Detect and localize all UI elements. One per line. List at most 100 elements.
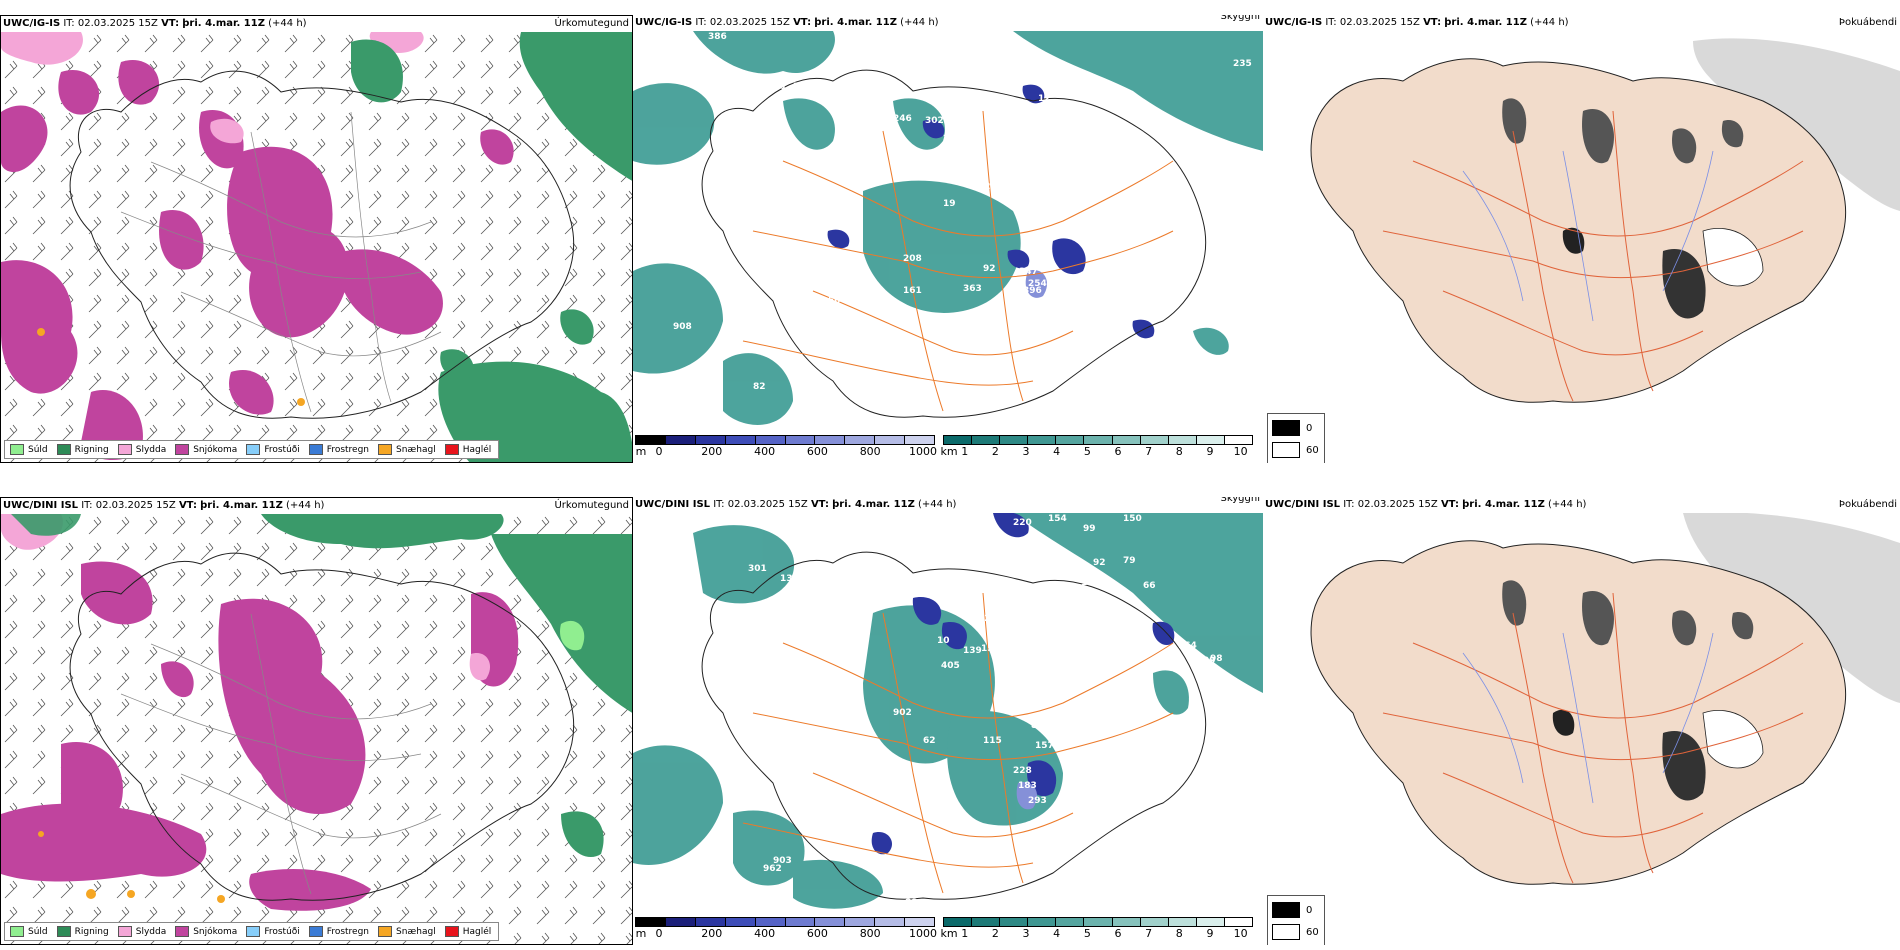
visibility-value-label: 30 — [1018, 676, 1031, 686]
colorbar-segment — [845, 918, 876, 926]
legend-swatch — [10, 444, 24, 455]
fog-panel-row1: UWC/IG-IS IT: 02.03.2025 15Z VT: þri. 4.… — [1263, 15, 1900, 463]
fog-legend-value: 60 — [1306, 926, 1319, 938]
model-name: UWC/IG-IS — [1265, 17, 1323, 28]
colorbar-tick-label: 400 — [754, 445, 776, 458]
vt-value: þri. 4.mar. 11Z — [1462, 499, 1545, 510]
legend-item-freezing-drizzle: Frostúði — [246, 926, 300, 937]
legend-label: Snæhagl — [396, 926, 436, 937]
legend-label: Snjókoma — [193, 444, 238, 455]
visibility-value-label: 405 — [941, 661, 960, 671]
cloud-base-colorbar: m 0 200 400 600 800 1000 — [635, 435, 937, 459]
visibility-colorbar: km 1 2 3 4 5 6 7 8 9 10 — [940, 917, 1253, 941]
fog-index-legend: 0 60 — [1267, 895, 1325, 945]
precip-type-panel-row2: UWC/DINI ISL IT: 02.03.2025 15Z VT: þri.… — [0, 497, 633, 945]
colorbar-segment — [755, 918, 786, 926]
legend-swatch — [378, 444, 393, 455]
visibility-value-label: 90 — [1093, 86, 1106, 96]
legend-swatch — [308, 444, 323, 455]
visibility-value-label: 74 — [1047, 651, 1060, 661]
legend-item-snow: Snjókoma — [175, 926, 237, 937]
it-label: IT: — [81, 500, 93, 511]
colorbar-segment — [1224, 918, 1253, 926]
visibility-panel-row1: UWC/IG-IS IT: 02.03.2025 15Z VT: þri. 4.… — [633, 15, 1263, 463]
it-value: 02.03.2025 15Z — [1357, 499, 1438, 510]
it-label: IT: — [63, 18, 75, 29]
lead-time: (+44 h) — [1548, 499, 1587, 510]
colorbar-tick-label: 9 — [1206, 445, 1214, 458]
colorbar-tick-label: 2 — [991, 927, 999, 940]
fog-panel-row2: UWC/DINI ISL IT: 02.03.2025 15Z VT: þri.… — [1263, 497, 1900, 945]
legend-swatch — [117, 926, 132, 937]
it-label: IT: — [695, 17, 707, 28]
legend-label: Haglél — [462, 444, 492, 455]
fog-legend-row: 60 — [1268, 439, 1324, 461]
colorbar-segment — [1224, 436, 1253, 444]
visibility-value-label: 99 — [1083, 524, 1096, 534]
cloud-base-strip — [635, 917, 935, 927]
colorbar-tick-label: 3 — [1022, 927, 1030, 940]
visibility-value-label: 209 — [1188, 656, 1207, 666]
lead-time: (+44 h) — [918, 499, 957, 510]
visibility-value-label: 347 — [1019, 267, 1038, 277]
visibility-value-label: 79 — [1123, 556, 1136, 566]
colorbar-segment — [1196, 436, 1225, 444]
visibility-value-label: 363 — [963, 284, 982, 294]
colorbar-tick-label: 200 — [701, 445, 723, 458]
colorbar-tick-label: 200 — [701, 927, 723, 940]
visibility-value-label: 115 — [983, 736, 1002, 746]
visibility-value-label: 19 — [943, 199, 956, 209]
legend-swatch — [10, 926, 24, 937]
visibility-value-label: 92 — [1093, 558, 1106, 568]
legend-label: Súld — [28, 926, 48, 937]
lead-time: (+44 h) — [268, 18, 307, 29]
visibility-value-label: 42 — [1065, 354, 1078, 364]
colorbar-unit: km — [940, 927, 958, 940]
colorbar-unit: km — [940, 445, 958, 458]
visibility-value-label: 228 — [1013, 766, 1032, 776]
colorbar-segment — [1168, 436, 1197, 444]
visibility-value-label: 27 — [1021, 634, 1034, 644]
legend-item-sudd: Súld — [10, 444, 48, 455]
visibility-value-label: 336 — [1003, 614, 1022, 624]
visibility-value-label: 99 — [703, 718, 716, 728]
colorbar-segment — [972, 436, 1001, 444]
colorbar-segment — [725, 436, 756, 444]
legend-label: Snjókoma — [193, 926, 238, 937]
colorbar-tick-label: 600 — [806, 927, 828, 940]
colorbar-segment — [1084, 918, 1113, 926]
lead-time: (+44 h) — [1530, 17, 1569, 28]
vt-label: VT: — [178, 500, 197, 511]
visibility-ticks: km 1 2 3 4 5 6 7 8 9 10 — [940, 927, 1253, 941]
visibility-value-label: 366 — [1111, 654, 1130, 664]
colorbar-segment — [665, 918, 696, 926]
legend-item-freezing-rain: Frostregn — [308, 444, 370, 455]
legend-swatch — [444, 926, 459, 937]
visibility-value-label: 322 — [793, 82, 812, 92]
visibility-value-label: 150 — [1123, 514, 1142, 524]
colorbar-segment — [636, 918, 666, 926]
legend-swatch — [444, 444, 459, 455]
it-value: 02.03.2025 15Z — [709, 17, 790, 28]
panel-title: Skyggni — [1220, 497, 1260, 504]
legend-item-snow-pellets: Snæhagl — [378, 444, 436, 455]
visibility-value-label: 12 — [1038, 94, 1051, 104]
legend-swatch — [308, 926, 323, 937]
visibility-value-label: 949 — [753, 429, 772, 431]
visibility-strip — [943, 435, 1253, 445]
precip-map — [1, 32, 632, 462]
legend-label: Frostregn — [326, 444, 370, 455]
cloud-base-colorbar: m 0 200 400 600 800 1000 — [635, 917, 937, 941]
legend-swatch — [378, 926, 393, 937]
colorbar-tick-label: 400 — [754, 927, 776, 940]
legend-item-hail: Haglél — [444, 926, 491, 937]
legend-label: Frostúði — [264, 444, 300, 455]
visibility-value-label: 311 — [1233, 149, 1252, 159]
visibility-value-label: 54 — [1063, 841, 1076, 851]
panel-header: UWC/IG-IS IT: 02.03.2025 15Z VT: þri. 4.… — [633, 15, 1263, 31]
legend-item-sleet: Slydda — [117, 444, 166, 455]
colorbar-unit: m — [635, 445, 647, 458]
colorbar-tick-label: 5 — [1083, 445, 1091, 458]
fog-map — [1310, 513, 1900, 885]
visibility-value-label: 386 — [708, 32, 727, 42]
